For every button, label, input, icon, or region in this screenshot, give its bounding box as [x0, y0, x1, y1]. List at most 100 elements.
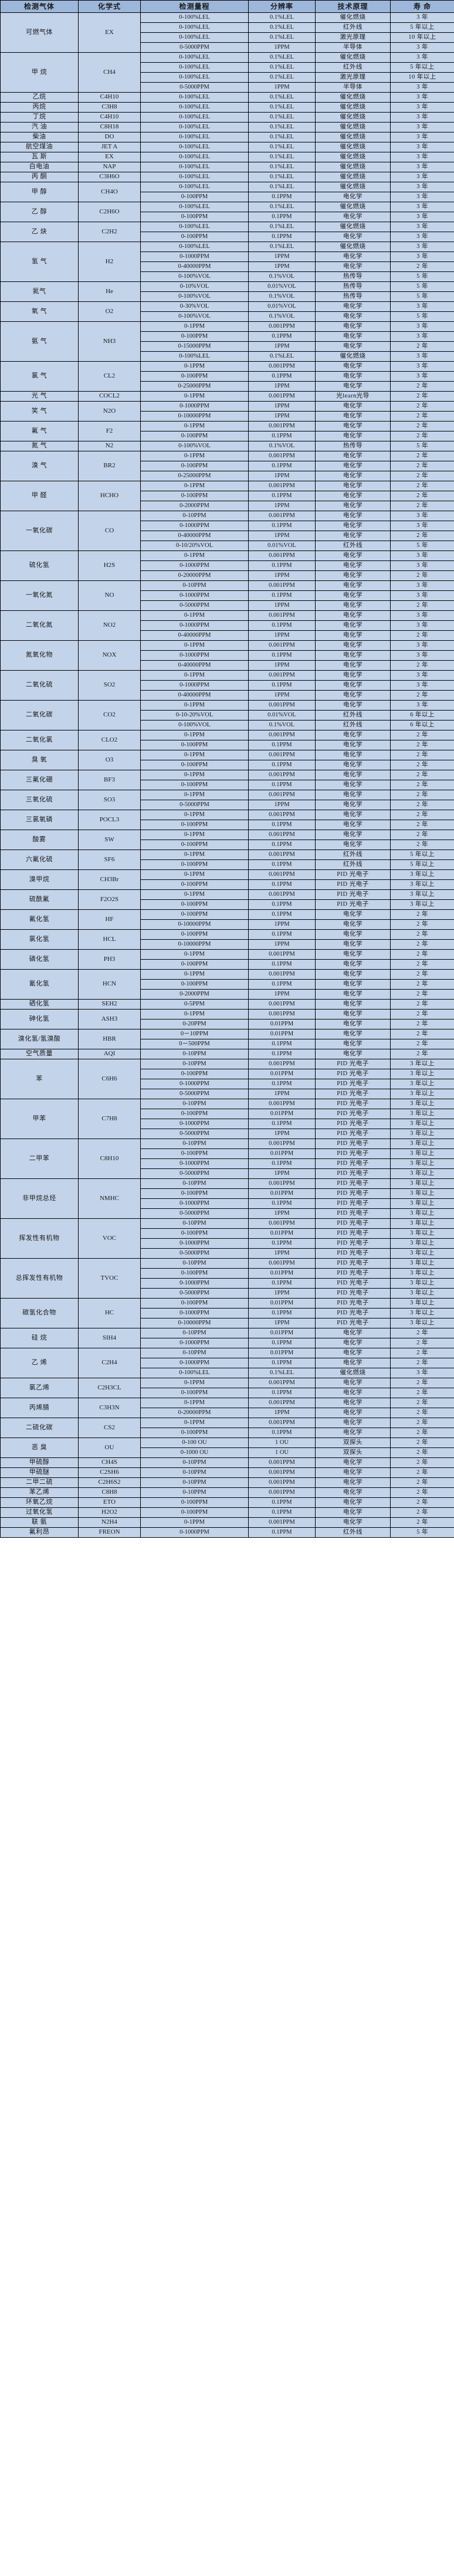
- cell-technology: 电化学: [315, 192, 391, 202]
- cell-formula: CLO2: [78, 730, 141, 750]
- table-row: 苯乙烯 C8H8 0-10PPM 0.001PPM 电化学 2 年: [0, 1487, 454, 1498]
- cell-lifetime: 3 年: [390, 152, 454, 162]
- cell-technology: 电化学: [315, 341, 391, 352]
- table-row: 三氟化硼 BF3 0-1PPM 0.001PPM 电化学 2 年: [0, 770, 454, 790]
- table-row: 汽 油 C8H18 0-100%LEL 0.1%LEL 催化燃烧 3 年: [0, 122, 454, 132]
- cell-formula: C8H10: [78, 1139, 141, 1179]
- cell-formula: EX: [78, 12, 141, 53]
- cell-resolution: 0.001PPM: [248, 1477, 316, 1488]
- cell-technology: 催化燃烧: [315, 122, 391, 132]
- table-row: 磷化氢 PH3 0-1PPM 0.001PPM 电化学 2 年: [0, 949, 454, 970]
- cell-resolution: 0.1PPM: [248, 650, 316, 661]
- cell-formula: C2H6S2: [78, 1477, 141, 1488]
- cell-formula: SO3: [78, 790, 141, 810]
- cell-lifetime: 3 年: [390, 1368, 454, 1378]
- table-row: 二氧化碳 CO2 0-1PPM 0.001PPM 电化学 3 年: [0, 700, 454, 730]
- cell-resolution: 0.1%LEL: [248, 132, 316, 142]
- cell-technology: 电化学: [315, 1408, 391, 1418]
- table-row: 0-100%LEL 0.1%LEL 红外线 5 年以上: [1, 62, 454, 73]
- cell-range: 0-100%LEL: [140, 102, 249, 113]
- cell-resolution: 0.01%VOL: [248, 301, 316, 312]
- cell-range: 0-100%VOL: [140, 720, 249, 730]
- cell-range: 0-100%VOL: [140, 441, 249, 451]
- cell-technology: 催化燃烧: [315, 172, 391, 182]
- table-row: 氨 气 NH3 0-1PPM 0.001PPM 电化学 3 年: [0, 321, 454, 362]
- cell-resolution: 1PPM: [248, 381, 316, 392]
- cell-gas: 笑 气: [0, 401, 79, 422]
- cell-range: 0-1PPM: [140, 700, 249, 711]
- cell-technology: PID 光电子: [315, 1158, 391, 1169]
- cell-formula: C8H8: [78, 1487, 141, 1498]
- cell-technology: 电化学: [315, 939, 391, 950]
- cell-technology: 电化学: [315, 760, 391, 770]
- cell-lifetime: 2 年: [390, 1388, 454, 1398]
- cell-gas: 丙 酮: [0, 172, 79, 182]
- cell-technology: PID 光电子: [315, 899, 391, 910]
- cell-technology: 热传导: [315, 281, 391, 292]
- cell-technology: 电化学: [315, 331, 391, 342]
- cell-range: 0-100%LEL: [140, 112, 249, 123]
- cell-resolution: 0.001PPM: [248, 361, 316, 372]
- cell-range: 0-100%LEL: [140, 202, 249, 212]
- cell-range: 0-100%VOL: [140, 311, 249, 322]
- cell-resolution: 0.01%VOL: [248, 710, 316, 721]
- cell-range: 0-100%LEL: [140, 142, 249, 152]
- cell-range: 0-100PPM: [140, 461, 249, 471]
- table-row: 0-40000PPM 1PPM 电化学 2 年: [1, 531, 454, 541]
- cell-lifetime: 2 年: [390, 381, 454, 392]
- cell-formula: ASH3: [78, 1009, 141, 1029]
- table-row: 0-1000PPM 0.1PPM PID 光电子 3 年以上: [1, 1308, 454, 1318]
- cell-range: 0-1PPM: [140, 750, 249, 760]
- cell-lifetime: 2 年: [390, 939, 454, 950]
- cell-range: 0-100PPM: [140, 491, 249, 501]
- cell-range: 0-5000PPM: [140, 1208, 249, 1219]
- cell-range: 0-5000PPM: [140, 600, 249, 611]
- cell-technology: 电化学: [315, 630, 391, 641]
- cell-range: 0-1000 OU: [140, 1447, 249, 1458]
- cell-formula: SEH2: [78, 999, 141, 1010]
- cell-range: 0-1000PPM: [140, 1158, 249, 1169]
- cell-formula: FREON: [78, 1527, 141, 1538]
- cell-resolution: 0.001PPM: [248, 1139, 316, 1149]
- cell-lifetime: 3 年以上: [390, 1178, 454, 1189]
- cell-gas: 氦气: [0, 281, 79, 302]
- cell-resolution: 0.1%LEL: [248, 102, 316, 113]
- cell-resolution: 0.1PPM: [248, 1198, 316, 1209]
- cell-technology: 电化学: [315, 600, 391, 611]
- cell-resolution: 0.1PPM: [248, 431, 316, 441]
- cell-range: 0-10PPM: [140, 1487, 249, 1498]
- cell-formula: NOX: [78, 640, 141, 671]
- cell-resolution: 1PPM: [248, 82, 316, 93]
- cell-resolution: 1PPM: [248, 471, 316, 481]
- cell-range: 0-1PPM: [140, 730, 249, 740]
- cell-technology: PID 光电子: [315, 1218, 391, 1229]
- cell-lifetime: 3 年以上: [390, 1188, 454, 1199]
- cell-technology: 电化学: [315, 381, 391, 392]
- table-row: 0-1000PPM 0.1PPM PID 光电子 3 年以上: [1, 1278, 454, 1289]
- cell-lifetime: 5 年以上: [390, 859, 454, 870]
- cell-lifetime: 3 年: [390, 12, 454, 23]
- cell-lifetime: 3 年: [390, 162, 454, 172]
- cell-range: 0-10PPM: [140, 1218, 249, 1229]
- cell-resolution: 0.001PPM: [248, 1467, 316, 1478]
- cell-lifetime: 3 年: [390, 610, 454, 621]
- table-row: 0-5000PPM 1PPM PID 光电子 3 年以上: [1, 1089, 454, 1099]
- cell-technology: PID 光电子: [315, 1238, 391, 1249]
- cell-formula: SF6: [78, 849, 141, 870]
- cell-range: 0-100%LEL: [140, 92, 249, 103]
- cell-gas: 柴油: [0, 132, 79, 142]
- cell-lifetime: 3 年以上: [390, 1218, 454, 1229]
- cell-formula: NO2: [78, 610, 141, 641]
- cell-range: 0-1PPM: [140, 770, 249, 780]
- cell-technology: 催化燃烧: [315, 52, 391, 63]
- cell-resolution: 0.1PPM: [248, 1338, 316, 1348]
- cell-formula: SIH4: [78, 1328, 141, 1348]
- cell-formula: POCL3: [78, 810, 141, 830]
- cell-lifetime: 2 年: [390, 969, 454, 980]
- cell-range: 0-100PPM: [140, 859, 249, 870]
- table-row: 硒化氢 SEH2 0-5PPM 0.001PPM 电化学 2 年: [0, 999, 454, 1010]
- cell-range: 0-40000PPM: [140, 690, 249, 701]
- cell-range: 0-5000PPM: [140, 1129, 249, 1139]
- cell-lifetime: 2 年: [390, 780, 454, 790]
- cell-lifetime: 2 年: [390, 1497, 454, 1508]
